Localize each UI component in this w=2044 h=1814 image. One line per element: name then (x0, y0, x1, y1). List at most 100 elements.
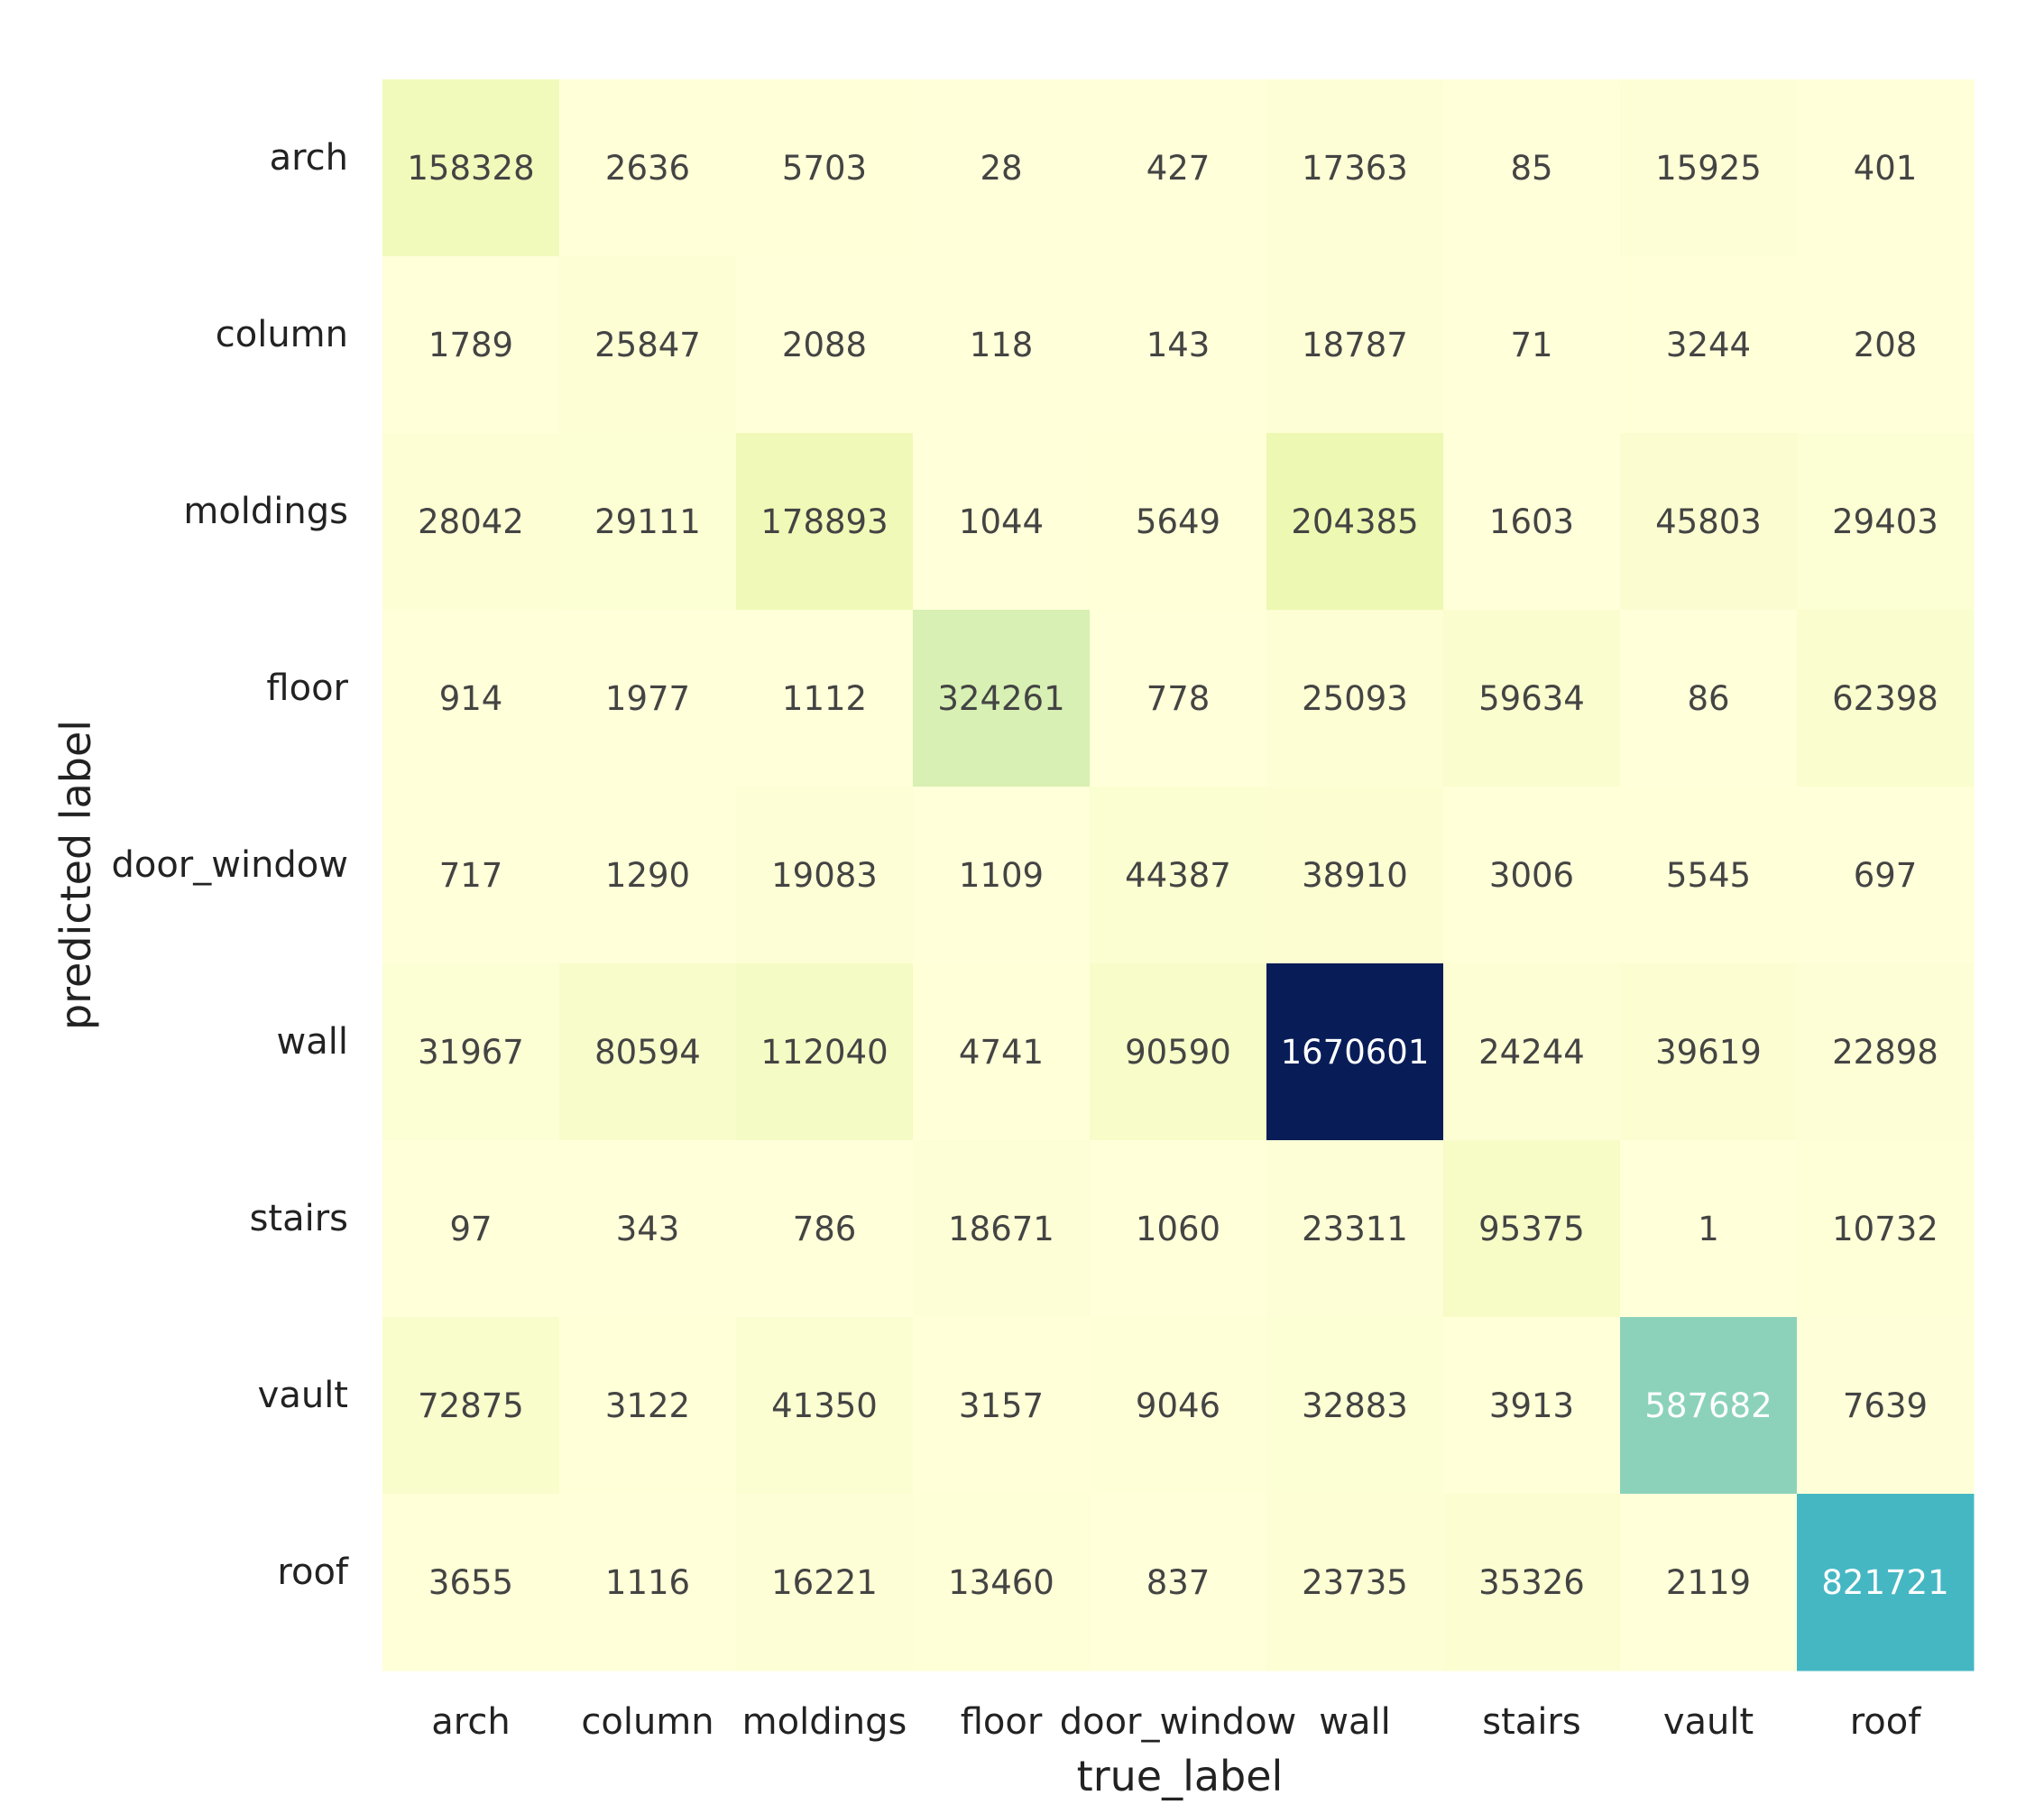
heatmap-cell-value: 28 (980, 149, 1022, 188)
heatmap-cell-value: 821721 (1821, 1563, 1948, 1602)
heatmap-cell (1443, 1140, 1621, 1318)
heatmap-cell (1090, 1140, 1267, 1318)
heatmap-cell (1266, 256, 1444, 434)
heatmap-cell-value: 1116 (605, 1563, 690, 1602)
heatmap-cell (1620, 433, 1798, 611)
heatmap-cell (1266, 787, 1444, 964)
heatmap-cell (1620, 256, 1798, 434)
heatmap-cell-value: 158328 (407, 149, 534, 188)
y-tick-label: stairs (250, 1198, 348, 1239)
heatmap-cell-value: 10732 (1832, 1210, 1938, 1248)
y-tick-label: arch (270, 137, 348, 179)
heatmap-cell-value: 3913 (1489, 1386, 1574, 1425)
heatmap-cell-value: 118 (970, 326, 1034, 364)
heatmap-cell (736, 963, 914, 1141)
x-tick-label: floor (961, 1701, 1043, 1743)
heatmap-cell (1090, 256, 1267, 434)
heatmap-cell-value: 90590 (1125, 1033, 1231, 1072)
heatmap-cell-value: 13460 (948, 1563, 1054, 1602)
heatmap-cell (1620, 963, 1798, 1141)
heatmap-cell (382, 433, 560, 611)
heatmap-cell (559, 1494, 737, 1671)
heatmap-cell (1797, 1494, 1975, 1671)
heatmap-cell (1620, 787, 1798, 964)
heatmap-cell-value: 3006 (1489, 856, 1574, 895)
heatmap-cell (1266, 1317, 1444, 1495)
heatmap-cell-value: 778 (1146, 679, 1211, 718)
y-tick-label: roof (277, 1552, 349, 1593)
heatmap-cell-value: 29111 (594, 502, 701, 541)
heatmap-cell-value: 1 (1698, 1210, 1719, 1248)
x-tick-label: moldings (742, 1701, 907, 1743)
heatmap-cell-value: 39619 (1655, 1033, 1762, 1072)
x-tick-labels: arch column moldings floor door_window wall st… (431, 1701, 1921, 1743)
heatmap-cell-value: 5649 (1136, 502, 1220, 541)
heatmap-cell-value: 31967 (418, 1033, 524, 1072)
heatmap-cell-value: 7639 (1843, 1386, 1928, 1425)
heatmap-cell (913, 1494, 1091, 1671)
heatmap-cell (1797, 256, 1975, 434)
heatmap-cell (559, 79, 737, 257)
heatmap-cell (559, 256, 737, 434)
x-tick-label: vault (1663, 1701, 1754, 1743)
heatmap-cell (382, 1494, 560, 1671)
heatmap-cell-labels: 158328 2636 5703 28 427 17363 85 15925 401 1789 25… (407, 149, 1948, 1602)
heatmap-cell (736, 610, 914, 787)
heatmap-cell-value: 23735 (1302, 1563, 1408, 1602)
heatmap-cell (382, 963, 560, 1141)
heatmap-cell-value: 28042 (418, 502, 524, 541)
heatmap-cell-value: 401 (1854, 149, 1918, 188)
heatmap-cell-value: 1290 (605, 856, 690, 895)
heatmap-cell-value: 1112 (782, 679, 867, 718)
heatmap-cells (382, 79, 1975, 1671)
heatmap-cell (1090, 787, 1267, 964)
heatmap-cell (559, 1140, 737, 1318)
heatmap-cell-value: 112040 (760, 1033, 888, 1072)
y-tick-label: wall (277, 1021, 348, 1063)
heatmap-cell-value: 204385 (1291, 502, 1418, 541)
heatmap-cell-value: 178893 (760, 502, 888, 541)
heatmap-cell-value: 3244 (1666, 326, 1751, 364)
heatmap-cell (1443, 433, 1621, 611)
heatmap-cell (1090, 610, 1267, 787)
heatmap-cell (1797, 1140, 1975, 1318)
heatmap-cell (1443, 1317, 1621, 1495)
heatmap-cell-value: 25093 (1302, 679, 1408, 718)
heatmap-cell-value: 5703 (782, 149, 867, 188)
heatmap-cell (1620, 79, 1798, 257)
x-tick-label: stairs (1482, 1701, 1580, 1743)
y-tick-label: floor (266, 668, 348, 709)
heatmap-cell-value: 25847 (594, 326, 701, 364)
heatmap-cell (736, 79, 914, 257)
heatmap-cell (1443, 963, 1621, 1141)
heatmap-cell (913, 1317, 1091, 1495)
heatmap-cell (559, 963, 737, 1141)
heatmap-cell-value: 16221 (771, 1563, 878, 1602)
heatmap-cell-value: 17363 (1302, 149, 1408, 188)
heatmap-cell-value: 1789 (428, 326, 513, 364)
heatmap-cell-value: 837 (1146, 1563, 1211, 1602)
x-tick-label: roof (1850, 1701, 1922, 1743)
y-tick-label: column (216, 314, 348, 355)
heatmap-cell-value: 1109 (959, 856, 1044, 895)
heatmap-cell (1797, 1317, 1975, 1495)
x-tick-label: column (581, 1701, 714, 1743)
heatmap-cell (1090, 433, 1267, 611)
heatmap-cell (1443, 79, 1621, 257)
heatmap-cell (1090, 79, 1267, 257)
heatmap-cell (913, 433, 1091, 611)
heatmap-cell (1443, 787, 1621, 964)
heatmap-cell-value: 1060 (1136, 1210, 1220, 1248)
heatmap-cell (1090, 963, 1267, 1141)
heatmap-cell (1797, 787, 1975, 964)
heatmap-cell-value: 23311 (1302, 1210, 1408, 1248)
heatmap-cell-value: 343 (616, 1210, 680, 1248)
heatmap-cell (1266, 610, 1444, 787)
heatmap-cell (382, 1140, 560, 1318)
heatmap-cell (1620, 1494, 1798, 1671)
heatmap-cell-value: 3122 (605, 1386, 690, 1425)
heatmap-cell-value: 324261 (937, 679, 1064, 718)
heatmap-cell (736, 256, 914, 434)
heatmap-cell-value: 15925 (1655, 149, 1762, 188)
heatmap-cell-value: 59634 (1478, 679, 1585, 718)
